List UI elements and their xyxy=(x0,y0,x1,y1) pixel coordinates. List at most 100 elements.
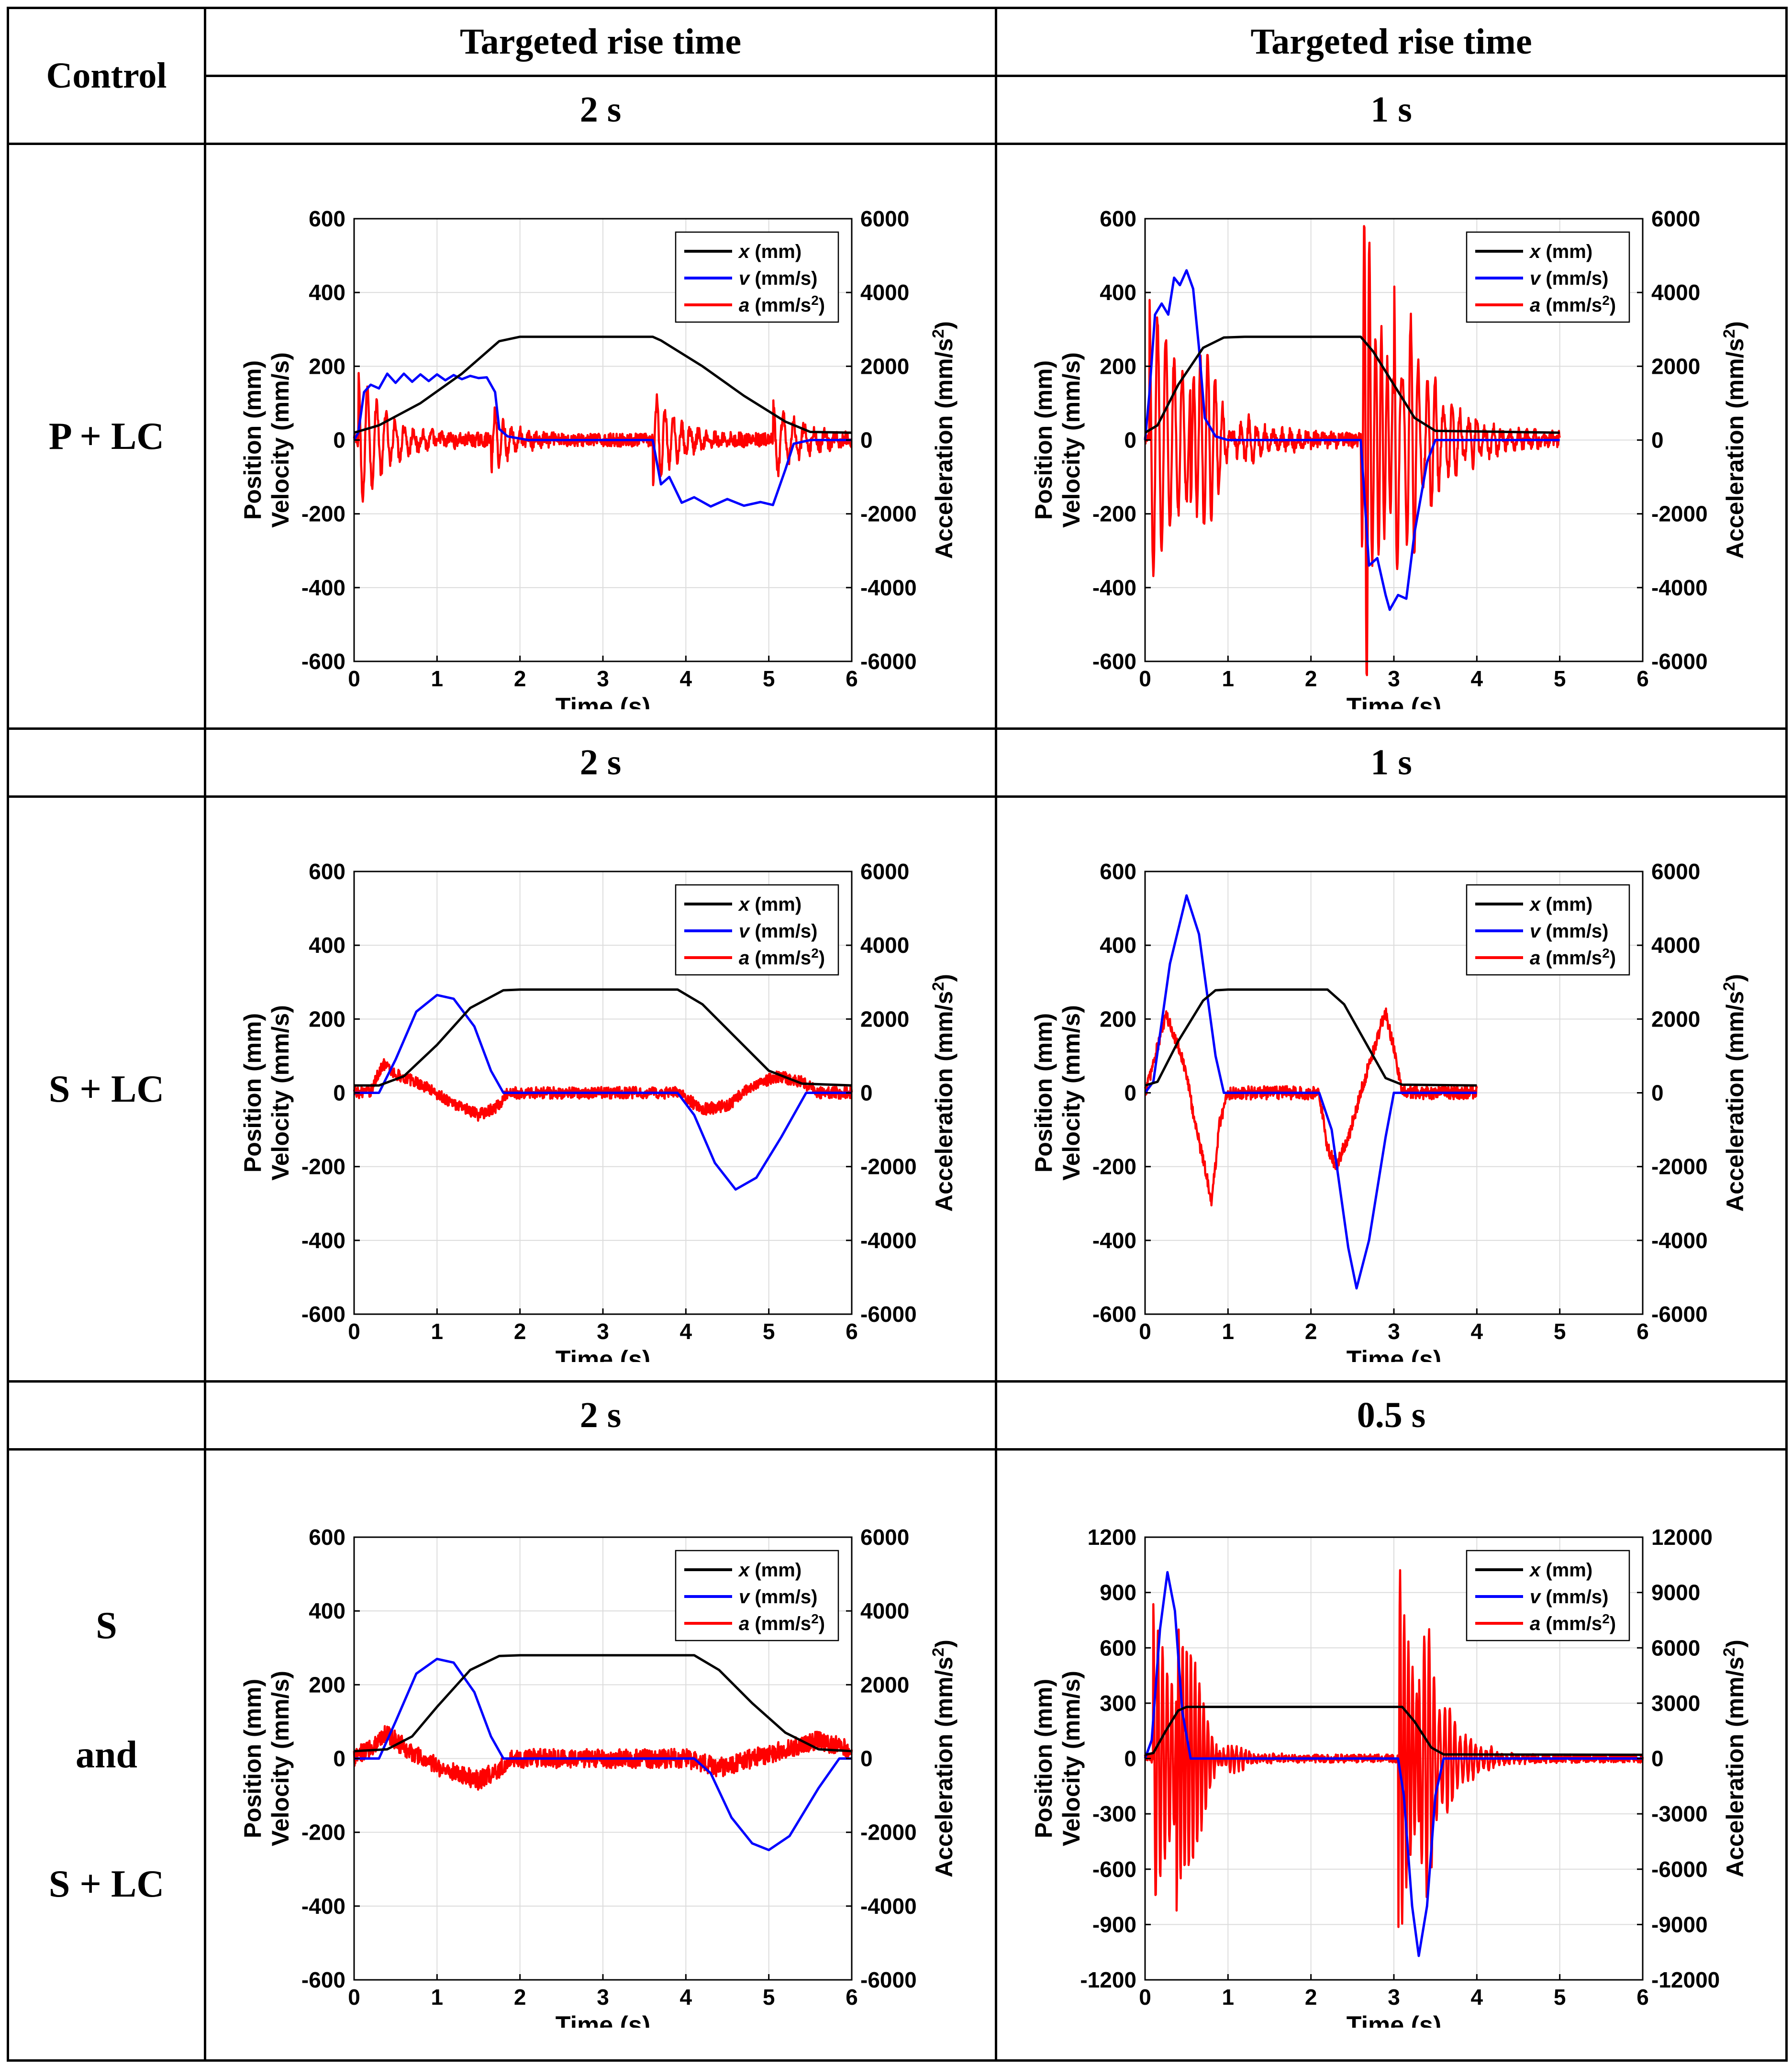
legend: x (mm) v (mm/s) a (mm/s2) xyxy=(1466,1550,1630,1642)
x-tick-label: 1 xyxy=(431,666,444,691)
tick-labels: 0 1 2 3 4 5 6-1200-900-600-30003006009001200-1… xyxy=(1080,1525,1720,2010)
y-right-tick-label: -6000 xyxy=(1651,1857,1708,1882)
chart-s-lc-2s: 0 1 2 3 4 5 6-600-400-2000200400600-6000-4000-… xyxy=(239,859,957,1362)
rise-time-row3-left: 2 s xyxy=(204,1380,997,1451)
y-left-tick-label: -600 xyxy=(301,1967,345,1992)
chart-cell-s-and-s-lc-2s: 0 1 2 3 4 5 6 -600 -400 -200 0 200 400 600 -6000 -4000-… xyxy=(204,1448,997,2062)
y-left-tick-label: -300 xyxy=(1092,1801,1136,1826)
x-tick-label: 1 xyxy=(431,1319,444,1344)
velocity-series-line xyxy=(354,1657,852,1852)
superscript-2: 2 xyxy=(929,1648,947,1657)
row-label-s-lc: S + LC xyxy=(7,795,206,1383)
y-left-tick-label: -600 xyxy=(1092,1857,1136,1882)
y-right-tick-label: 2000 xyxy=(860,1006,909,1031)
position-series-line xyxy=(1144,335,1560,434)
x-tick-label: 1 xyxy=(431,1985,444,2010)
x-tick-label: 6 xyxy=(1636,666,1649,691)
y-left-tick-label: -400 xyxy=(301,575,345,600)
y-left-tick-label: -600 xyxy=(1092,649,1136,674)
y-left-tick-label: -900 xyxy=(1092,1912,1136,1937)
y-left-axis-label-position: Position (mm) xyxy=(239,1013,266,1172)
x-tick-label: 6 xyxy=(846,1985,858,2010)
legend: x (mm) v (mm/s) a (mm/s2) xyxy=(675,231,839,323)
legend-velocity-label: v (mm/s) xyxy=(739,268,818,289)
x-tick-label: 6 xyxy=(846,666,858,691)
y-left-tick-label: 0 xyxy=(333,427,345,452)
x-axis-label: Time (s) xyxy=(1346,1346,1441,1362)
y-right-tick-label: -6000 xyxy=(860,1302,917,1327)
chart-cell-s-and-s-lc-0-5s: 0 1 2 3 4 5 6 -1200 -900 -600 -300 0 300 600 900 1200 -1… xyxy=(995,1448,1788,2062)
y-right-tick-label: 0 xyxy=(860,1080,873,1105)
chart-cell-s-lc-1s: 0 1 2 3 4 5 6 -600 -400 -200 0 200 400 600 -6000 -4000-… xyxy=(995,795,1788,1383)
x-tick-label: 6 xyxy=(1636,1985,1649,2010)
x-tick-label: 3 xyxy=(597,666,609,691)
legend-acceleration-label: a (mm/s2) xyxy=(1530,293,1616,316)
y-left-tick-label: -200 xyxy=(1092,1154,1136,1179)
superscript-2: 2 xyxy=(1720,329,1738,338)
y-left-tick-label: 600 xyxy=(309,859,345,884)
y-right-tick-label: -4000 xyxy=(1651,1228,1708,1252)
series-group xyxy=(353,335,853,508)
position-series-line xyxy=(354,335,852,434)
y-right-tick-label: -2000 xyxy=(860,1820,917,1845)
results-table: Control Targeted rise time Targeted rise… xyxy=(7,7,1788,2062)
y-left-axis-label-position: Position (mm) xyxy=(239,1679,266,1838)
x-tick-label: 3 xyxy=(597,1985,609,2010)
y-left-tick-label: 0 xyxy=(1124,1746,1136,1771)
y-right-tick-label: 0 xyxy=(860,1746,873,1771)
y-right-tick-label: -2000 xyxy=(860,501,917,526)
legend-velocity-label: v (mm/s) xyxy=(739,1586,818,1608)
targeted-rise-time-header-left: Targeted rise time xyxy=(204,7,997,77)
velocity-series-line xyxy=(1144,1571,1643,1957)
legend-position-label: x (mm) xyxy=(1529,894,1592,915)
y-right-tick-label: 3000 xyxy=(1651,1691,1700,1716)
x-tick-label: 5 xyxy=(763,1985,775,2010)
y-right-axis-label: Acceleration (mm/s2) xyxy=(929,321,957,559)
legend-position-label: x (mm) xyxy=(738,241,801,262)
y-right-tick-label: -9000 xyxy=(1651,1912,1708,1937)
acceleration-series-line xyxy=(353,1058,853,1122)
y-left-tick-label: 400 xyxy=(1100,280,1136,305)
x-tick-label: 5 xyxy=(1553,666,1566,691)
y-right-tick-label: 4000 xyxy=(860,1598,909,1623)
rise-time-row1-right: 1 s xyxy=(995,75,1788,145)
y-right-tick-label: -4000 xyxy=(860,575,917,600)
series-group xyxy=(1144,894,1478,1289)
x-tick-label: 1 xyxy=(1222,1319,1234,1344)
y-right-tick-label: 2000 xyxy=(1651,1006,1700,1031)
y-right-tick-label: 6000 xyxy=(1651,859,1700,884)
acceleration-series-line xyxy=(353,1725,853,1791)
y-left-axis-label-velocity: Velocity (mm/s) xyxy=(1058,352,1085,528)
series-group xyxy=(1144,1569,1644,1957)
chart-p-lc-1s: 0 1 2 3 4 5 6-600-400-2000200400600-6000-4000-… xyxy=(1030,206,1748,709)
legend: x (mm) v (mm/s) a (mm/s2) xyxy=(1466,231,1630,323)
x-axis-label: Time (s) xyxy=(556,2011,650,2028)
superscript-2: 2 xyxy=(929,329,947,338)
x-tick-label: 2 xyxy=(1304,1319,1317,1344)
y-right-tick-label: -6000 xyxy=(860,1967,917,1992)
legend-acceleration-label: a (mm/s2) xyxy=(739,293,825,316)
y-right-tick-label: -3000 xyxy=(1651,1801,1708,1826)
y-right-axis-label: Acceleration (mm/s2) xyxy=(1720,974,1748,1212)
y-left-tick-label: 200 xyxy=(309,1672,345,1697)
acceleration-series-line xyxy=(1144,1007,1478,1206)
x-tick-label: 4 xyxy=(680,666,692,691)
rise-time-row2-right: 1 s xyxy=(995,727,1788,798)
position-series-line xyxy=(354,1654,852,1753)
y-right-tick-label: 6000 xyxy=(860,206,909,231)
y-left-tick-label: 400 xyxy=(309,280,345,305)
x-tick-label: 4 xyxy=(680,1319,692,1344)
legend-acceleration-label: a (mm/s2) xyxy=(739,946,825,969)
y-left-tick-label: 0 xyxy=(333,1746,345,1771)
x-tick-label: 3 xyxy=(597,1319,609,1344)
x-tick-label: 5 xyxy=(1553,1985,1566,2010)
y-left-tick-label: 200 xyxy=(1100,354,1136,379)
tick-labels: 0 1 2 3 4 5 6-600-400-2000200400600-6000-4000-… xyxy=(1092,206,1707,691)
legend-box xyxy=(1466,1550,1630,1642)
chart-s-and-s-lc-0-5s: 0 1 2 3 4 5 6-1200-900-600-30003006009001200-1… xyxy=(1030,1525,1748,2028)
y-right-tick-label: 4000 xyxy=(1651,280,1700,305)
legend: x (mm) v (mm/s) a (mm/s2) xyxy=(675,1550,839,1642)
x-tick-label: 2 xyxy=(1304,666,1317,691)
x-tick-label: 5 xyxy=(1553,1319,1566,1344)
row-label-line-and: and xyxy=(76,1734,137,1776)
